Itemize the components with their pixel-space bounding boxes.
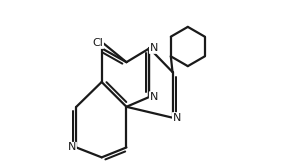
Text: N: N [173, 113, 181, 123]
Text: N: N [149, 43, 158, 53]
Text: N: N [149, 92, 158, 102]
Text: Cl: Cl [93, 38, 103, 48]
Text: N: N [68, 142, 76, 152]
